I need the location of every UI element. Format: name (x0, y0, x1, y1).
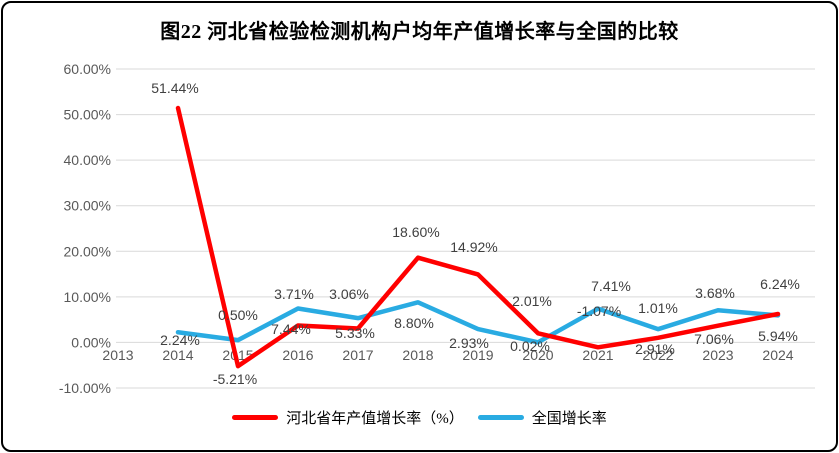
x-axis-label: 2022 (642, 347, 673, 363)
x-axis-label: 2023 (702, 347, 733, 363)
y-axis-label: 0.00% (71, 334, 111, 350)
data-label: 18.60% (392, 224, 439, 240)
data-label: 2.24% (160, 332, 200, 348)
data-label: 7.44% (271, 321, 311, 337)
data-label: 2.93% (449, 335, 489, 351)
data-label: 5.94% (758, 328, 798, 344)
series-line-hebei (175, 105, 781, 369)
legend: 河北省年产值增长率（%） 全国增长率 (3, 407, 836, 428)
data-label: 14.92% (450, 239, 497, 255)
x-axis-label: 2019 (462, 347, 493, 363)
data-label: 2.01% (512, 293, 552, 309)
data-label: -1.07% (577, 303, 621, 319)
data-label: 51.44% (151, 80, 198, 96)
legend-swatch-national (477, 415, 524, 420)
legend-swatch-hebei (232, 415, 279, 420)
y-axis-label: 10.00% (64, 289, 111, 305)
data-label: 7.41% (591, 278, 631, 294)
legend-label-national: 全国增长率 (531, 411, 607, 427)
x-axis-label: 2021 (582, 347, 613, 363)
data-label: 3.68% (695, 285, 735, 301)
legend-item-hebei: 河北省年产值增长率（%） (232, 407, 464, 428)
y-axis-label: 60.00% (64, 61, 111, 77)
chart-title: 图22 河北省检验检测机构户均年产值增长率与全国的比较 (160, 21, 679, 43)
x-axis-label: 2018 (402, 347, 433, 363)
x-axis-label: 2020 (522, 347, 553, 363)
data-label: 5.33% (335, 325, 375, 341)
data-label: 3.71% (274, 286, 314, 302)
data-label: 8.80% (394, 315, 434, 331)
legend-label-hebei: 河北省年产值增长率（%） (286, 411, 464, 427)
data-label: 0.50% (218, 307, 258, 323)
y-axis-label: 30.00% (64, 198, 111, 214)
series-line-national (175, 300, 781, 345)
data-label: -5.21% (213, 371, 257, 387)
data-label: 7.06% (694, 331, 734, 347)
data-label: 2.91% (635, 341, 675, 357)
x-axis-label: 2024 (762, 347, 793, 363)
data-label: 3.06% (329, 286, 369, 302)
y-axis-label: 40.00% (64, 152, 111, 168)
legend-item-national: 全国增长率 (477, 407, 607, 428)
x-axis-label: 2013 (102, 347, 133, 363)
plot-area: 60.00% 50.00% 40.00% 30.00% 20.00% 10.00% 0.00… (59, 61, 815, 396)
data-label: 6.24% (760, 276, 800, 292)
data-label: 0.02% (510, 338, 550, 354)
data-label: 1.01% (638, 300, 678, 316)
y-axis-label: 50.00% (64, 107, 111, 123)
x-axis-label: 2017 (342, 347, 373, 363)
x-axis-label: 2016 (282, 347, 313, 363)
x-axis-label: 2014 (162, 347, 193, 363)
y-axis-label: -10.00% (59, 380, 111, 396)
y-axis-label: 20.00% (64, 243, 111, 259)
